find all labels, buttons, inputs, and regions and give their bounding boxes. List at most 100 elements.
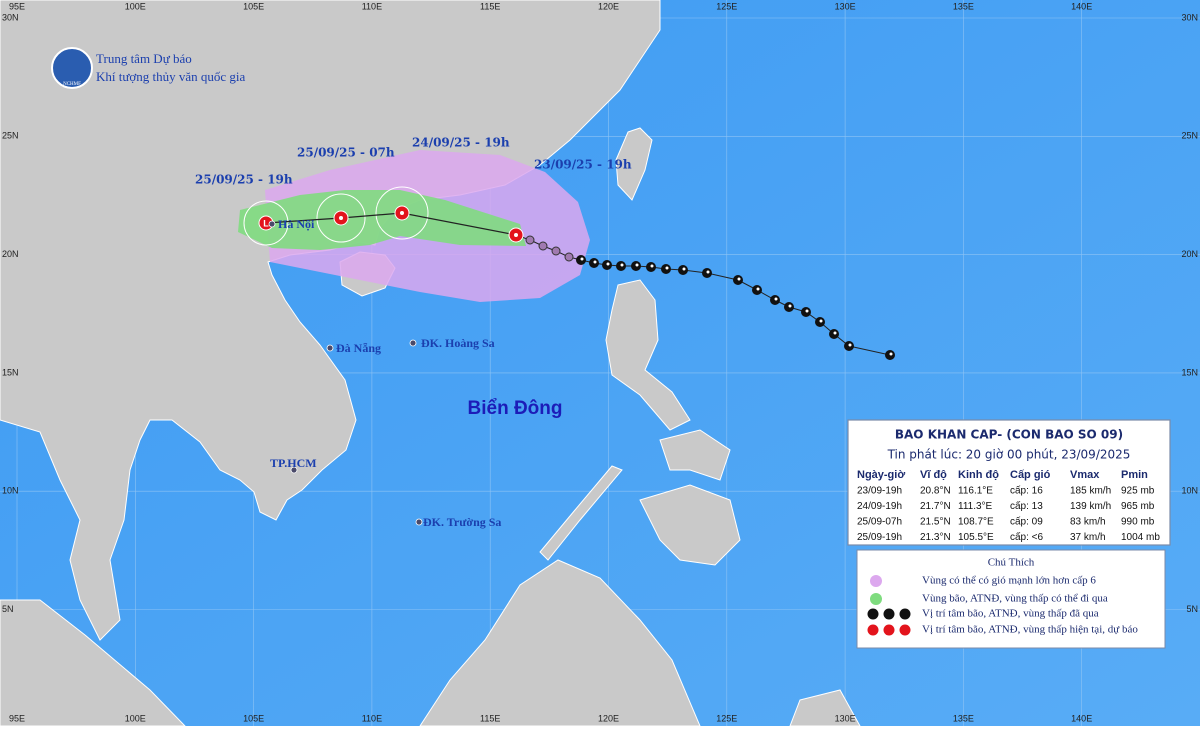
- lon-label: 125E: [716, 713, 737, 723]
- storm-path-zone: [238, 190, 526, 250]
- table-cell: 1004 mb: [1121, 532, 1160, 543]
- legend-swatch: [899, 608, 911, 620]
- past-position-eye: [620, 263, 624, 267]
- table-cell: 23/09-19h: [857, 486, 902, 497]
- logo: [51, 47, 93, 89]
- palawan: [539, 465, 623, 561]
- lon-label: 135E: [953, 713, 974, 723]
- past-position: [551, 246, 561, 256]
- lat-label: 5N: [2, 604, 14, 614]
- borneo: [419, 559, 701, 727]
- lon-label: 110E: [362, 713, 382, 723]
- table-cell: 116.1°E: [958, 486, 993, 497]
- legend-swatch: [867, 624, 879, 636]
- legend-item: Vị trí tâm bão, ATNĐ, vùng thấp hiện tại…: [922, 624, 1138, 636]
- forecast-low-letter: L: [263, 218, 269, 228]
- forecast-circle: [243, 200, 289, 246]
- table-cell: cấp: 13: [1010, 500, 1043, 512]
- column-header: Kinh độ: [958, 469, 999, 481]
- lat-label: 25N: [1181, 131, 1198, 141]
- lon-label: 130E: [835, 1, 856, 11]
- past-position: [525, 235, 535, 245]
- past-position-eye: [848, 343, 852, 347]
- past-position-eye: [788, 304, 792, 308]
- place-dot: [268, 220, 276, 228]
- table-cell: 108.7°E: [958, 517, 994, 528]
- malay-peninsula: [0, 599, 187, 727]
- place-dot: [415, 518, 423, 526]
- table-cell: cấp: 16: [1010, 485, 1043, 497]
- track-label: 23/09/25 - 19h: [534, 158, 632, 172]
- table-cell: cấp: <6: [1010, 531, 1044, 543]
- table-cell: 185 km/h: [1070, 486, 1111, 497]
- sea-label: Biển Đông: [468, 398, 563, 419]
- past-position-eye: [737, 277, 741, 281]
- track-label: 24/09/25 - 19h: [412, 136, 510, 150]
- lat-label: 20N: [2, 249, 19, 259]
- storm-markers: L: [258, 205, 895, 360]
- table-cell: 37 km/h: [1070, 532, 1106, 543]
- lat-label: 30N: [2, 12, 19, 22]
- forecast-circle: [375, 186, 429, 240]
- past-position-eye: [833, 331, 837, 335]
- past-position: [538, 241, 548, 251]
- legend-swatch: [870, 575, 882, 587]
- table-cell: 25/09-19h: [857, 532, 902, 543]
- lat-label: 25N: [2, 131, 19, 141]
- past-position-eye: [650, 264, 654, 268]
- forecast-position-eye: [514, 233, 518, 237]
- place-dot: [326, 344, 334, 352]
- taiwan: [615, 127, 653, 201]
- lon-label: 100E: [125, 1, 146, 11]
- past-position-eye: [665, 266, 669, 270]
- bulletin-issued: Tin phát lúc: 20 giờ 00 phút, 23/09/2025: [887, 448, 1131, 462]
- past-position-eye: [580, 257, 584, 261]
- forecast-position-eye: [339, 216, 343, 220]
- lon-label: 115E: [480, 1, 500, 11]
- column-header: Pmin: [1121, 469, 1148, 481]
- table-cell: 21.5°N: [920, 517, 951, 528]
- lat-label: 15N: [2, 367, 19, 377]
- forecast-position-eye: [400, 211, 404, 215]
- legend-swatch: [883, 608, 895, 620]
- table-cell: cấp: 09: [1010, 516, 1043, 528]
- lat-label: 15N: [1181, 367, 1198, 377]
- lon-label: 135E: [953, 1, 974, 11]
- table-cell: 111.3°E: [958, 501, 993, 512]
- lon-label: 125E: [716, 1, 737, 11]
- place-label: Đà Nẵng: [336, 341, 381, 355]
- lon-label: 120E: [598, 1, 619, 11]
- lon-label: 95E: [9, 1, 25, 11]
- lon-label: 100E: [125, 713, 146, 723]
- logo-text: NCHMF: [63, 82, 81, 87]
- lon-label: 130E: [835, 713, 856, 723]
- lon-label: 105E: [243, 713, 264, 723]
- column-header: Vĩ độ: [920, 469, 947, 481]
- org-name: Trung tâm Dự báo: [96, 51, 192, 66]
- legend-swatch: [899, 624, 911, 636]
- place-label: TP.HCM: [270, 456, 317, 470]
- table-cell: 925 mb: [1121, 486, 1155, 497]
- table-cell: 139 km/h: [1070, 501, 1111, 512]
- column-header: Ngày-giờ: [857, 469, 905, 481]
- table-cell: 21.7°N: [920, 501, 951, 512]
- place-label: ĐK. Trường Sa: [423, 515, 501, 529]
- place-label: ĐK. Hoàng Sa: [421, 336, 495, 350]
- past-position-eye: [682, 267, 686, 271]
- lat-label: 30N: [1181, 12, 1198, 22]
- lat-label: 10N: [1181, 486, 1198, 496]
- lon-label: 110E: [362, 1, 382, 11]
- legend-swatch: [867, 608, 879, 620]
- place-dot: [290, 466, 298, 474]
- forecast-circle: [316, 193, 366, 243]
- past-position-eye: [756, 287, 760, 291]
- past-position-eye: [706, 270, 710, 274]
- past-position-eye: [635, 263, 639, 267]
- visayas: [659, 429, 731, 481]
- mindanao: [639, 484, 741, 566]
- bulletin-box: [847, 419, 1171, 546]
- table-cell: 24/09-19h: [857, 501, 902, 512]
- table-cell: 21.3°N: [920, 532, 951, 543]
